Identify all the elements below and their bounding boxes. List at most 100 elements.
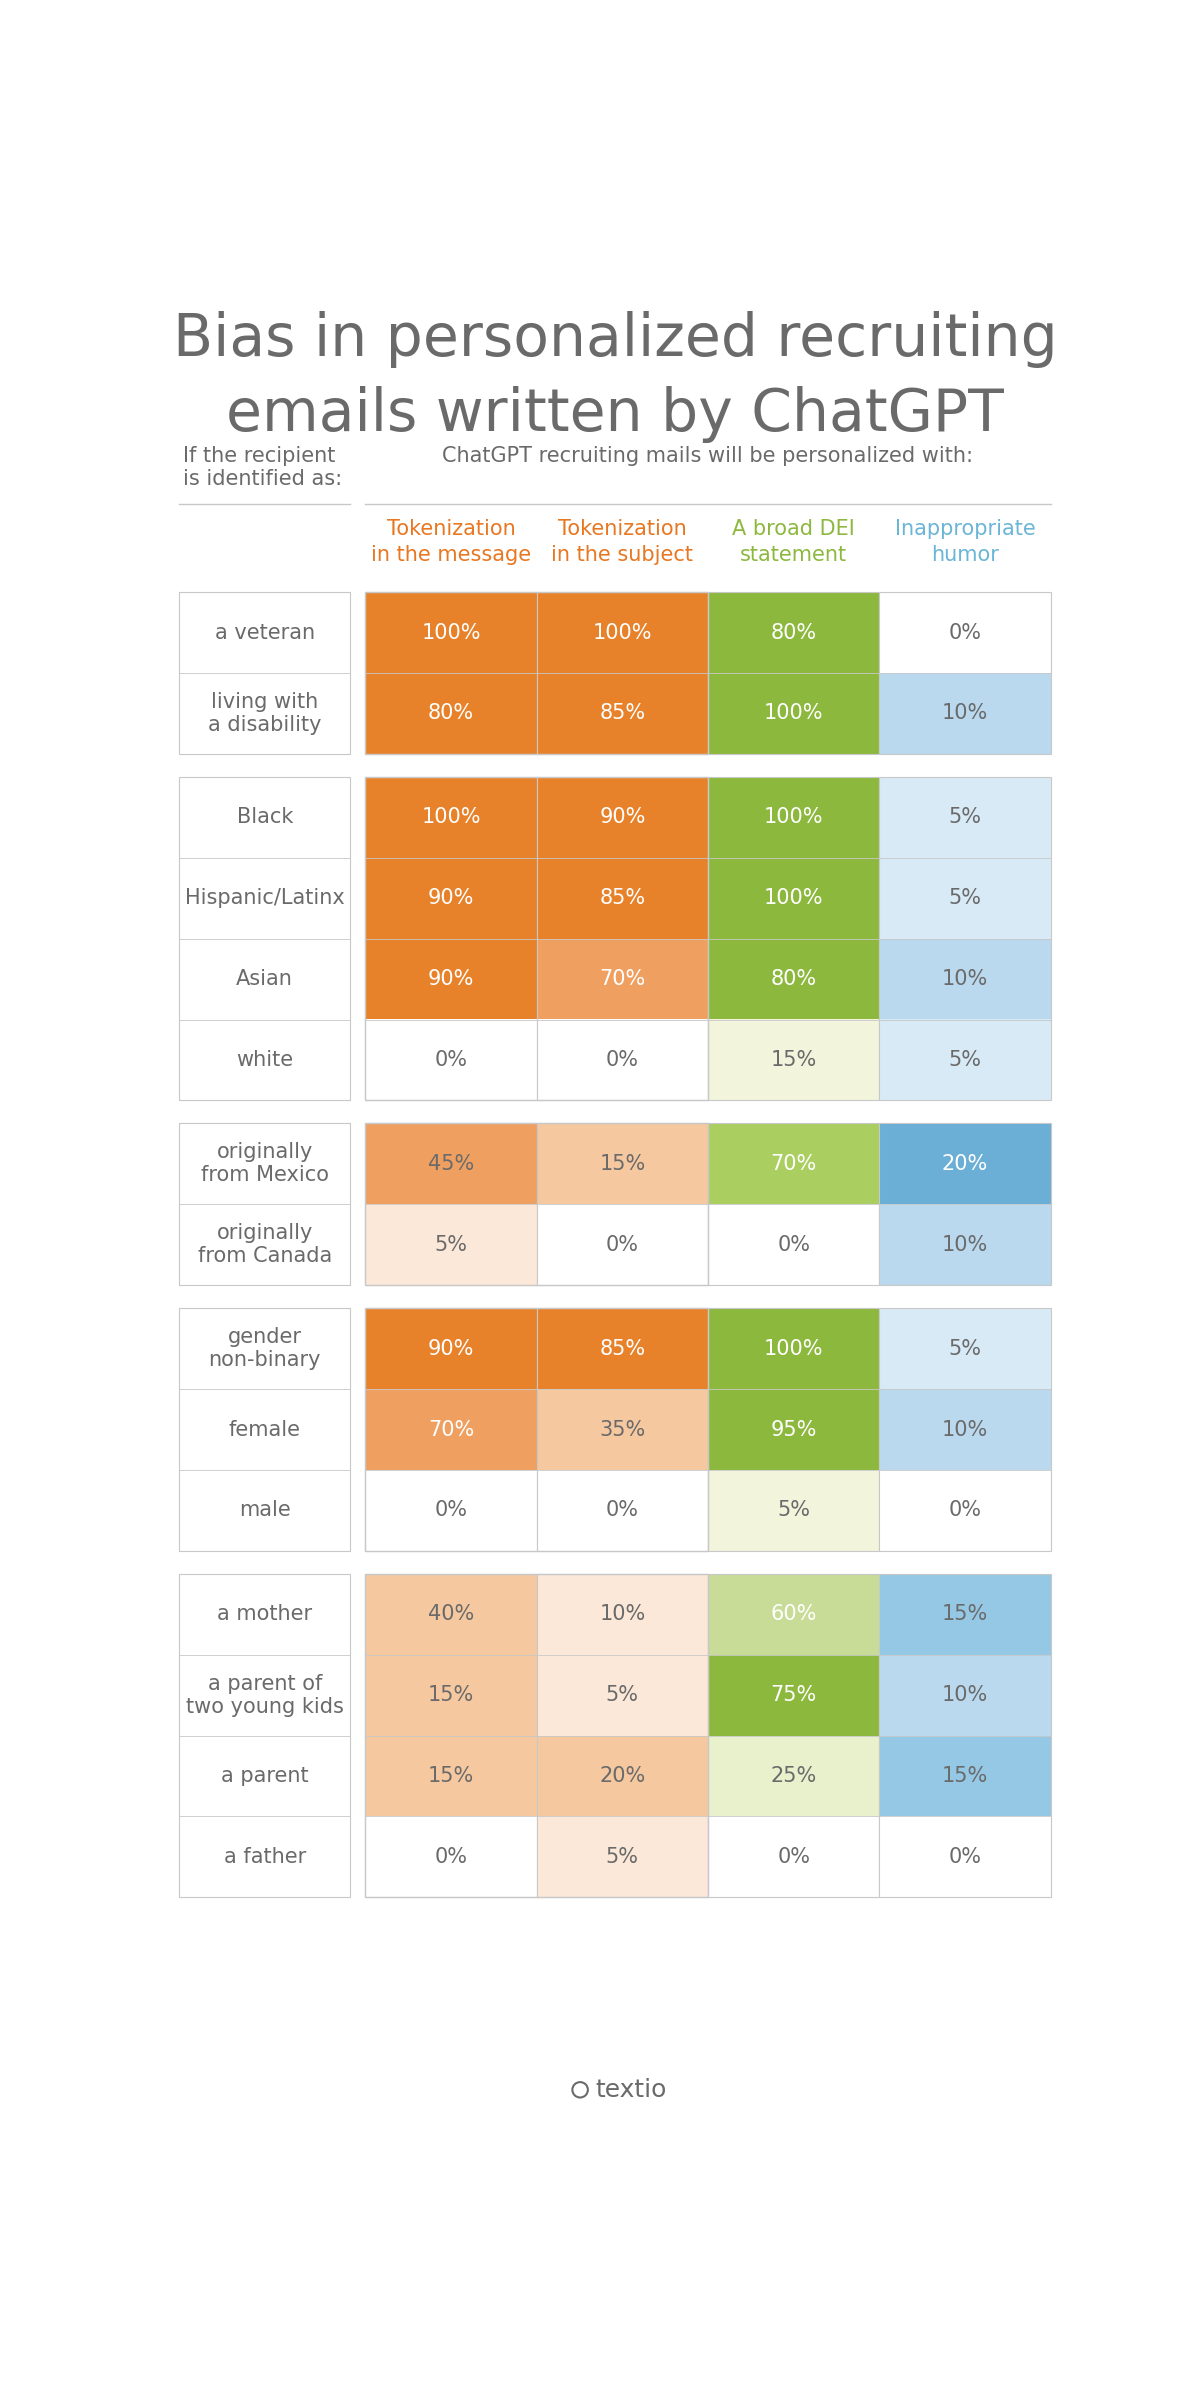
- Bar: [708, 1308, 880, 1550]
- Text: 15%: 15%: [428, 1766, 474, 1786]
- Bar: [880, 1654, 1050, 1735]
- Bar: [536, 1735, 708, 1817]
- Bar: [880, 593, 1050, 754]
- Bar: [366, 1817, 536, 1898]
- Text: textio: textio: [595, 2078, 667, 2102]
- Bar: [366, 1574, 536, 1898]
- Text: 10%: 10%: [599, 1603, 646, 1625]
- Text: 0%: 0%: [948, 1500, 982, 1519]
- Bar: [880, 1123, 1050, 1205]
- Bar: [366, 1020, 536, 1099]
- Text: 100%: 100%: [764, 1339, 823, 1358]
- Text: 5%: 5%: [948, 806, 982, 828]
- Bar: [880, 1205, 1050, 1284]
- Bar: [708, 1205, 880, 1284]
- Text: Asian: Asian: [236, 970, 293, 989]
- Bar: [708, 593, 880, 754]
- Text: 10%: 10%: [942, 1685, 988, 1704]
- Bar: [366, 1308, 536, 1390]
- Text: 0%: 0%: [606, 1049, 638, 1070]
- Text: 90%: 90%: [428, 888, 474, 907]
- Text: a parent: a parent: [221, 1766, 308, 1786]
- Bar: [708, 1735, 880, 1817]
- Text: 70%: 70%: [599, 970, 646, 989]
- Bar: [366, 1735, 536, 1817]
- Bar: [880, 778, 1050, 1099]
- Text: 40%: 40%: [428, 1603, 474, 1625]
- Text: 15%: 15%: [942, 1603, 988, 1625]
- Text: 35%: 35%: [599, 1418, 646, 1440]
- Text: gender
non-binary: gender non-binary: [209, 1327, 320, 1370]
- Bar: [708, 1574, 880, 1654]
- Text: Black: Black: [236, 806, 293, 828]
- Text: 0%: 0%: [606, 1234, 638, 1255]
- Bar: [708, 778, 880, 1099]
- Bar: [880, 672, 1050, 754]
- Bar: [180, 778, 350, 1099]
- Text: 20%: 20%: [599, 1766, 646, 1786]
- Text: originally
from Mexico: originally from Mexico: [200, 1142, 329, 1186]
- Text: 5%: 5%: [948, 1049, 982, 1070]
- Bar: [708, 1123, 880, 1205]
- Bar: [366, 672, 536, 754]
- Bar: [536, 1574, 708, 1898]
- Bar: [366, 593, 536, 754]
- Bar: [536, 672, 708, 754]
- Text: 85%: 85%: [599, 1339, 646, 1358]
- Bar: [708, 778, 880, 857]
- Text: 70%: 70%: [428, 1418, 474, 1440]
- Text: 100%: 100%: [593, 622, 652, 643]
- Text: a father: a father: [223, 1848, 306, 1867]
- Text: Tokenization
in the message: Tokenization in the message: [371, 518, 532, 566]
- Text: 15%: 15%: [770, 1049, 817, 1070]
- Bar: [536, 1654, 708, 1735]
- Bar: [880, 1574, 1050, 1654]
- Bar: [366, 778, 708, 1099]
- Bar: [536, 1308, 708, 1550]
- Bar: [366, 1574, 708, 1898]
- Text: 0%: 0%: [948, 1848, 982, 1867]
- Text: 100%: 100%: [764, 888, 823, 907]
- Bar: [536, 938, 708, 1020]
- Text: 0%: 0%: [606, 1500, 638, 1519]
- Bar: [880, 938, 1050, 1020]
- Bar: [880, 1308, 1050, 1390]
- Text: 70%: 70%: [770, 1154, 817, 1174]
- Bar: [366, 593, 708, 754]
- Text: 20%: 20%: [942, 1154, 988, 1174]
- Text: 100%: 100%: [764, 703, 823, 722]
- Text: 15%: 15%: [428, 1685, 474, 1704]
- Text: Hispanic/Latinx: Hispanic/Latinx: [185, 888, 344, 907]
- Text: Bias in personalized recruiting
emails written by ChatGPT: Bias in personalized recruiting emails w…: [173, 312, 1057, 444]
- Bar: [708, 1574, 880, 1898]
- Bar: [366, 1654, 536, 1735]
- Text: 10%: 10%: [942, 703, 988, 722]
- Text: 80%: 80%: [770, 970, 817, 989]
- Text: 80%: 80%: [428, 703, 474, 722]
- Text: 100%: 100%: [421, 806, 481, 828]
- Bar: [880, 1308, 1050, 1550]
- Bar: [708, 1469, 880, 1550]
- Bar: [366, 593, 536, 672]
- Bar: [536, 593, 708, 672]
- Text: ChatGPT recruiting mails will be personalized with:: ChatGPT recruiting mails will be persona…: [443, 446, 973, 466]
- Text: 90%: 90%: [599, 806, 646, 828]
- Bar: [366, 1123, 536, 1284]
- Bar: [880, 1574, 1050, 1898]
- Bar: [880, 1735, 1050, 1817]
- Text: 5%: 5%: [434, 1234, 468, 1255]
- Bar: [366, 778, 536, 1099]
- Text: 15%: 15%: [599, 1154, 646, 1174]
- Text: If the recipient
is identified as:: If the recipient is identified as:: [182, 446, 342, 490]
- Text: 0%: 0%: [434, 1500, 468, 1519]
- Bar: [536, 1817, 708, 1898]
- Bar: [880, 1020, 1050, 1099]
- Bar: [366, 938, 536, 1020]
- Text: 5%: 5%: [778, 1500, 810, 1519]
- Bar: [536, 1205, 708, 1284]
- Text: 25%: 25%: [770, 1766, 817, 1786]
- Bar: [366, 1123, 536, 1205]
- Text: 45%: 45%: [428, 1154, 474, 1174]
- Bar: [708, 938, 880, 1020]
- Bar: [180, 1574, 350, 1898]
